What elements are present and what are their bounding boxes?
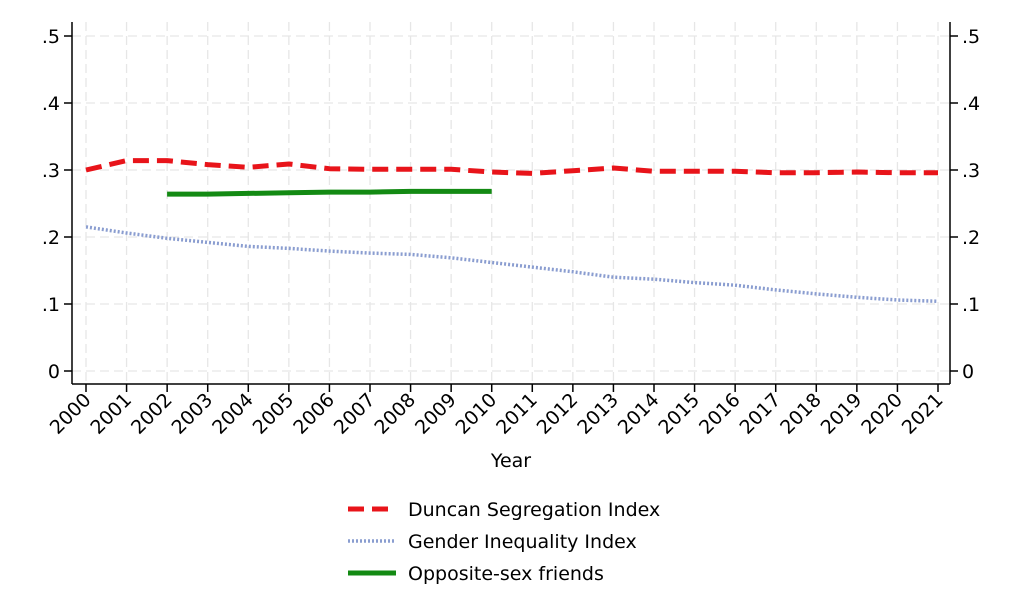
right-y-tick-label: .3 — [962, 160, 980, 182]
right-y-tick-label: .5 — [962, 26, 980, 48]
series-opposite-sex-friends — [167, 188, 492, 197]
series-line — [85, 225, 939, 304]
series-gender-inequality-index — [85, 225, 939, 304]
grid — [72, 22, 950, 384]
legend: Duncan Segregation Index Gender Inequalit… — [348, 499, 660, 585]
left-y-tick-label: .3 — [42, 160, 60, 182]
right-y-ticks: 0 .1 .2 .3 .4 .5 — [950, 26, 980, 383]
left-y-tick-label: .1 — [42, 294, 60, 316]
series-line — [167, 188, 492, 197]
legend-label: Gender Inequality Index — [408, 531, 637, 553]
right-y-tick-label: .1 — [962, 294, 980, 316]
right-y-tick-label: .2 — [962, 227, 980, 249]
axes — [71, 22, 951, 385]
left-y-tick-label: 0 — [48, 361, 60, 383]
x-axis-title: Year — [490, 450, 531, 472]
left-y-tick-label: .5 — [42, 26, 60, 48]
right-y-tick-label: 0 — [962, 361, 974, 383]
legend-label: Duncan Segregation Index — [408, 499, 660, 521]
right-y-tick-label: .4 — [962, 93, 980, 115]
left-y-ticks: 0 .1 .2 .3 .4 .5 — [42, 26, 72, 383]
left-y-tick-label: .4 — [42, 93, 60, 115]
legend-label: Opposite-sex friends — [408, 563, 604, 585]
left-y-tick-label: .2 — [42, 227, 60, 249]
series — [85, 158, 939, 304]
